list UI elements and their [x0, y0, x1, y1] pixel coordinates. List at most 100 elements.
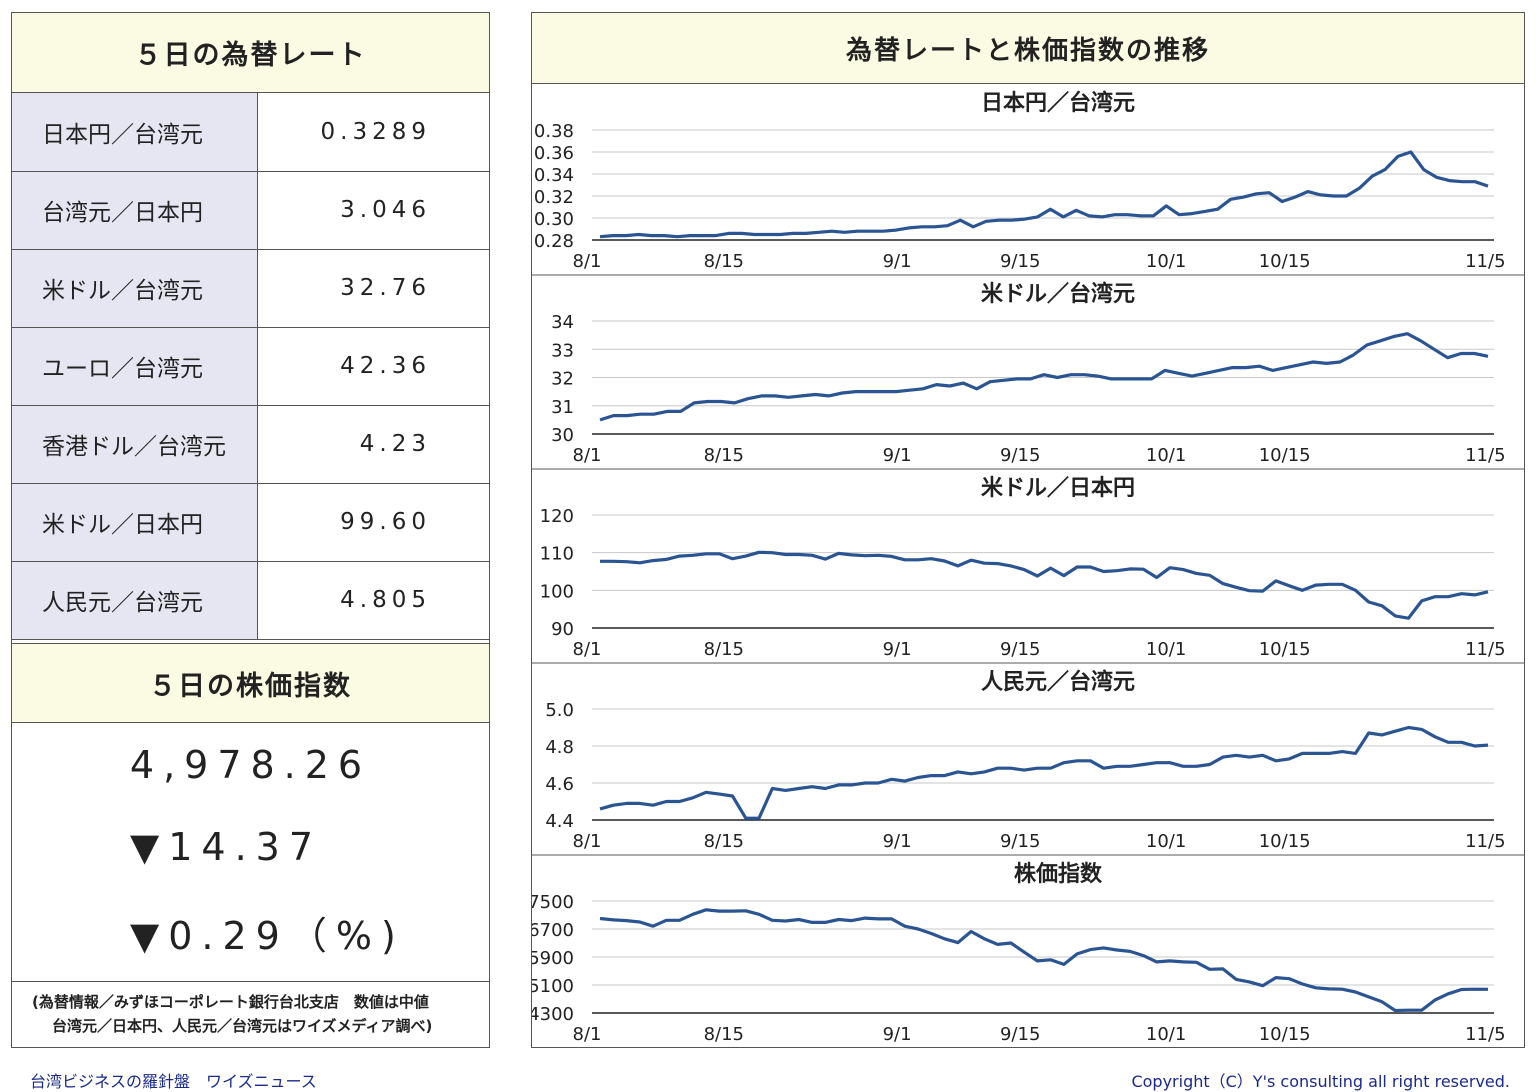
source-note: (為替情報／みずほコーポレート銀行台北支店 数値は中値 台湾元／日本円、人民元／… — [12, 981, 489, 1047]
series-line — [599, 908, 1489, 1013]
rate-row: 日本円／台湾元 0.3289 — [12, 93, 489, 172]
rate-row: 台湾元／日本円 3.046 — [12, 171, 489, 250]
rate-label: ユーロ／台湾元 — [12, 327, 258, 406]
source-note-line2: 台湾元／日本円、人民元／台湾元はワイズメディア調べ) — [52, 1017, 433, 1035]
y-tick-label: 7500 — [532, 892, 574, 913]
rate-row: 人民元／台湾元 4.805 — [12, 561, 489, 640]
x-tick-label: 10/1 — [1146, 445, 1186, 466]
rate-row: 米ドル／日本円 99.60 — [12, 483, 489, 562]
y-tick-label: 34 — [551, 312, 574, 333]
y-tick-label: 120 — [540, 506, 574, 527]
stock-change-pct: ▼0.29（%) — [130, 914, 405, 958]
y-tick-label: 5100 — [532, 976, 574, 997]
x-tick-label: 9/15 — [1000, 639, 1040, 660]
x-tick-label: 11/5 — [1465, 251, 1505, 272]
x-tick-label: 8/1 — [573, 831, 602, 852]
series-line — [600, 550, 1489, 620]
rate-value: 32.76 — [257, 249, 489, 328]
y-tick-label: 90 — [551, 619, 574, 640]
y-tick-label: 5900 — [532, 948, 574, 969]
chart-panel: 人民元／台湾元 5.0 4.8 4.6 4.48/1 8/15 9/1 9/15 10/1 10/… — [532, 662, 1524, 852]
charts-title: 為替レートと株価指数の推移 — [532, 13, 1524, 84]
footer-brand: 台湾ビジネスの羅針盤 ワイズニュース — [30, 1072, 317, 1091]
y-tick-label: 0.36 — [534, 143, 574, 164]
rate-value: 99.60 — [257, 483, 489, 562]
stock-value: 4,978.26 — [129, 743, 372, 787]
y-tick-label: 4300 — [532, 1004, 574, 1025]
x-tick-label: 11/5 — [1465, 1024, 1505, 1045]
x-tick-label: 9/15 — [1000, 831, 1040, 852]
x-tick-label: 9/1 — [883, 251, 912, 272]
x-tick-label: 9/15 — [1000, 445, 1040, 466]
chart-panel: 米ドル／日本円 120 110 100 908/1 8/15 9/1 9/15 10/1 10/1… — [532, 468, 1524, 660]
rate-value: 4.805 — [257, 561, 489, 640]
chart-title: 米ドル／日本円 — [981, 476, 1135, 501]
rate-row: 香港ドル／台湾元 4.23 — [12, 405, 489, 484]
rate-label: 人民元／台湾元 — [12, 561, 258, 640]
rate-value: 42.36 — [257, 327, 489, 406]
x-tick-label: 10/15 — [1259, 251, 1311, 272]
y-tick-label: 100 — [540, 581, 574, 602]
x-tick-label: 10/1 — [1146, 831, 1186, 852]
rate-value: 4.23 — [257, 405, 489, 484]
chart-panel: 日本円／台湾元 0.380.360.340.320.300.288/1 8/15 9/… — [534, 90, 1506, 272]
x-tick-label: 9/1 — [883, 639, 912, 660]
x-tick-label: 10/15 — [1259, 445, 1311, 466]
x-tick-label: 11/5 — [1465, 831, 1505, 852]
y-tick-label: 6700 — [532, 920, 574, 941]
y-tick-label: 110 — [540, 544, 574, 565]
y-tick-label: 0.34 — [534, 165, 574, 186]
rate-label: 日本円／台湾元 — [12, 93, 258, 172]
y-tick-label: 30 — [551, 425, 574, 446]
rate-value: 3.046 — [257, 171, 489, 250]
y-tick-label: 0.30 — [534, 209, 574, 230]
rate-label: 台湾元／日本円 — [12, 171, 258, 250]
x-tick-label: 8/15 — [704, 1024, 744, 1045]
x-tick-label: 10/15 — [1259, 1024, 1311, 1045]
y-tick-label: 4.4 — [545, 811, 574, 832]
rate-label: 米ドル／台湾元 — [12, 249, 258, 328]
x-tick-label: 10/1 — [1146, 251, 1186, 272]
x-tick-label: 11/5 — [1465, 639, 1505, 660]
x-tick-label: 8/15 — [704, 445, 744, 466]
x-tick-label: 9/1 — [883, 1024, 912, 1045]
y-tick-label: 31 — [551, 397, 574, 418]
x-tick-label: 9/15 — [1000, 1024, 1040, 1045]
source-note-line1: (為替情報／みずほコーポレート銀行台北支店 数値は中値 — [32, 993, 429, 1011]
y-tick-label: 0.32 — [534, 187, 574, 208]
chart-title: 株価指数 — [1014, 861, 1103, 887]
chart-title: 米ドル／台湾元 — [981, 281, 1135, 307]
x-tick-label: 8/15 — [704, 251, 744, 272]
x-tick-label: 8/1 — [573, 445, 602, 466]
x-tick-label: 8/1 — [573, 251, 602, 272]
rate-row: ユーロ／台湾元 42.36 — [12, 327, 489, 406]
chart-title: 人民元／台湾元 — [981, 669, 1135, 695]
series-line — [599, 725, 1489, 820]
rates-table: 日本円／台湾元 0.3289 台湾元／日本円 3.046 米ドル／台湾元 32.76 ユーロ… — [12, 93, 489, 640]
rates-panel: ５日の為替レート 日本円／台湾元 0.3289 台湾元／日本円 3.046 米ドル／台湾… — [11, 12, 490, 1048]
y-tick-label: 5.0 — [545, 700, 574, 721]
x-tick-label: 9/1 — [883, 831, 912, 852]
y-tick-label: 4.8 — [545, 737, 574, 758]
series-line — [599, 332, 1489, 422]
chart-title: 日本円／台湾元 — [981, 90, 1135, 116]
x-tick-label: 8/1 — [573, 1024, 602, 1045]
series-line — [599, 150, 1489, 239]
rate-label: 香港ドル／台湾元 — [12, 405, 258, 484]
stock-change: ▼14.37 — [130, 825, 323, 869]
x-tick-label: 11/5 — [1465, 445, 1505, 466]
rate-label: 米ドル／日本円 — [12, 483, 258, 562]
x-tick-label: 10/1 — [1146, 639, 1186, 660]
stock-title: ５日の株価指数 — [12, 643, 489, 723]
charts-panel: 為替レートと株価指数の推移 日本円／台湾元 0.38 0.36 0.34 0.32 0.3… — [531, 12, 1525, 1048]
x-tick-label: 10/1 — [1146, 1024, 1186, 1045]
x-tick-label: 10/15 — [1259, 831, 1311, 852]
y-tick-label: 33 — [551, 340, 574, 361]
rate-value: 0.3289 — [257, 93, 489, 172]
y-tick-label: 32 — [551, 369, 574, 390]
x-tick-label: 8/15 — [704, 831, 744, 852]
rate-row: 米ドル／台湾元 32.76 — [12, 249, 489, 328]
x-tick-label: 8/15 — [704, 639, 744, 660]
